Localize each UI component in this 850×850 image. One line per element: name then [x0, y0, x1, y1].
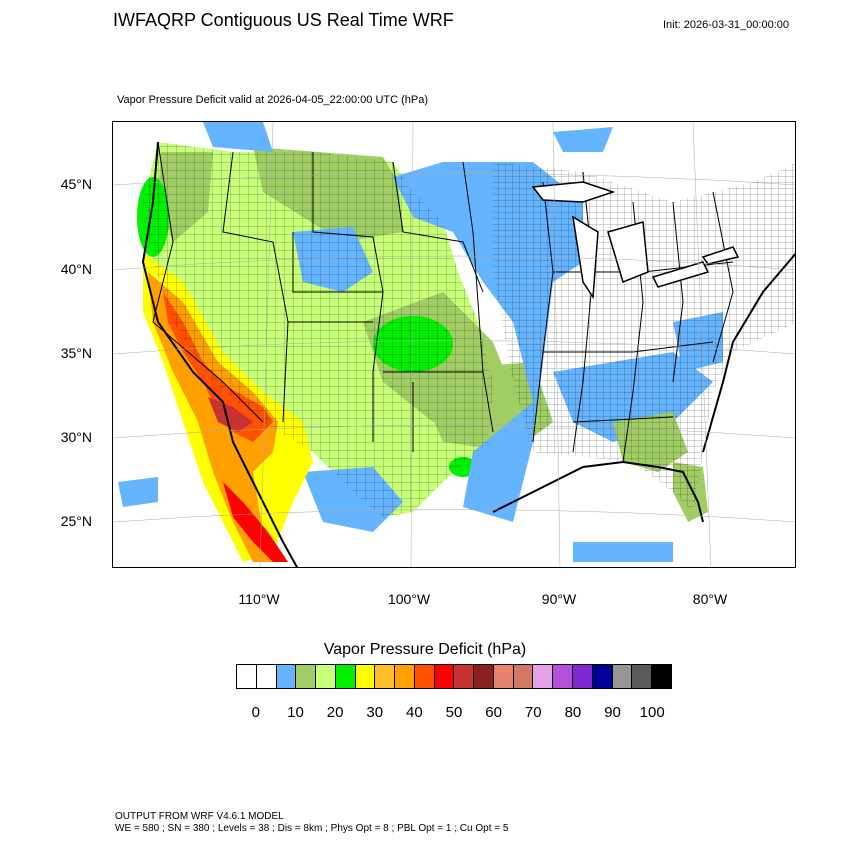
graticule: [113, 122, 795, 567]
colorbar-box: [335, 665, 356, 688]
colorbar-box: [513, 665, 534, 688]
colorbar-box: [414, 665, 435, 688]
colorbar-box: [573, 665, 593, 688]
colorbar-tick-label: 40: [406, 704, 423, 721]
vpd-map: [113, 122, 795, 567]
colorbar-box: [296, 665, 317, 688]
region-blue-canada-ne: [553, 127, 613, 152]
colorbar-tick-label: 20: [326, 704, 344, 721]
colorbar: [236, 664, 672, 689]
lat-label-45n: 45°N: [60, 176, 92, 192]
field-description: Vapor Pressure Deficit valid at 2026-04-…: [117, 94, 429, 106]
colorbar-tick-label: 50: [445, 704, 463, 721]
colorbar-title: Vapor Pressure Deficit (hPa): [323, 641, 527, 658]
great-lakes: [531, 181, 740, 300]
colorbar-box: [375, 665, 396, 688]
region-red-baja: [223, 482, 288, 562]
colorbar-box: [256, 665, 277, 688]
colorbar-tick-label: 10: [287, 704, 304, 721]
colorbar-box: [612, 665, 633, 688]
lon-label-90w: 90°W: [541, 591, 577, 607]
region-blue-pacific: [118, 477, 158, 507]
footer-model-version: OUTPUT FROM WRF V4.6.1 MODEL: [115, 811, 284, 822]
county-boundaries-east: [493, 162, 795, 512]
init-time-label: Init: 2026-03-31_00:00:00: [663, 19, 789, 31]
colorbar-box: [355, 665, 376, 688]
colorbar-box: [474, 665, 494, 688]
footer-model-config: WE = 580 ; SN = 380 ; Levels = 38 ; Dis …: [115, 823, 509, 834]
colorbar-box: [533, 665, 554, 688]
lon-label-110w: 110°W: [238, 591, 280, 607]
colorbar-box: [652, 665, 671, 688]
lon-label-80w: 80°W: [692, 591, 728, 607]
colorbar-box: [237, 665, 257, 688]
colorbar-box: [493, 665, 514, 688]
main-title: IWFAQRP Contiguous US Real Time WRF: [113, 10, 454, 30]
colorbar-box: [395, 665, 415, 688]
colorbar-tick-label: 30: [366, 704, 384, 721]
colorbar-tick-label: 0: [251, 704, 260, 721]
lat-label-35n: 35°N: [60, 345, 92, 361]
colorbar-box: [276, 665, 297, 688]
colorbar-box: [454, 665, 475, 688]
colorbar-box: [632, 665, 653, 688]
map-panel: [112, 121, 796, 568]
colorbar-box: [434, 665, 455, 688]
colorbar-box: [316, 665, 336, 688]
coastlines: [141, 141, 795, 567]
colorbar-tick-label: 90: [604, 704, 621, 721]
colorbar-box: [553, 665, 574, 688]
colorbar-tick-label: 60: [485, 704, 502, 721]
lat-label-30n: 30°N: [60, 429, 92, 445]
region-darkred-desert: [208, 397, 253, 432]
lat-label-40n: 40°N: [60, 261, 92, 277]
colorbar-tick-label: 80: [564, 704, 582, 721]
county-boundaries-west: [143, 142, 493, 517]
colorbar-tick-label: 70: [524, 704, 542, 721]
colorbar-box: [592, 665, 613, 688]
colorbar-tick-label: 100: [639, 704, 665, 721]
region-blue-gulf-strip: [573, 542, 673, 562]
state-boundaries: [152, 141, 734, 463]
lat-label-25n: 25°N: [60, 513, 92, 529]
lon-label-100w: 100°W: [387, 591, 431, 607]
region-blue-canada-north: [203, 122, 273, 152]
